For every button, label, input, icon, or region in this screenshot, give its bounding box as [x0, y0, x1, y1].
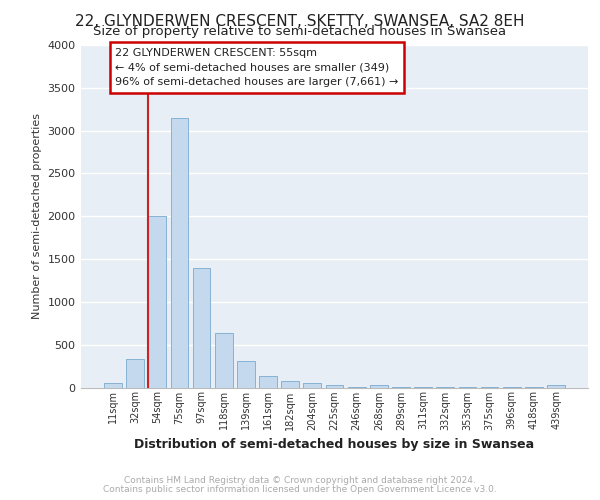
Text: Size of property relative to semi-detached houses in Swansea: Size of property relative to semi-detach…	[94, 25, 506, 38]
Bar	[547, 385, 565, 388]
Text: 22 GLYNDERWEN CRESCENT: 55sqm
← 4% of semi-detached houses are smaller (349)
96%: 22 GLYNDERWEN CRESCENT: 55sqm ← 4% of se…	[115, 48, 398, 87]
Y-axis label: Number of semi-detached properties: Number of semi-detached properties	[32, 114, 42, 320]
Bar	[348, 386, 365, 388]
Bar	[148, 216, 166, 388]
Bar	[126, 359, 144, 388]
Bar	[170, 118, 188, 388]
Text: 22, GLYNDERWEN CRESCENT, SKETTY, SWANSEA, SA2 8EH: 22, GLYNDERWEN CRESCENT, SKETTY, SWANSEA…	[75, 14, 525, 29]
X-axis label: Distribution of semi-detached houses by size in Swansea: Distribution of semi-detached houses by …	[134, 438, 535, 451]
Bar	[370, 384, 388, 388]
Bar	[237, 361, 255, 388]
Bar	[259, 376, 277, 388]
Text: Contains public sector information licensed under the Open Government Licence v3: Contains public sector information licen…	[103, 485, 497, 494]
Bar	[326, 385, 343, 388]
Bar	[193, 268, 211, 388]
Bar	[304, 383, 321, 388]
Bar	[281, 380, 299, 388]
Text: Contains HM Land Registry data © Crown copyright and database right 2024.: Contains HM Land Registry data © Crown c…	[124, 476, 476, 485]
Bar	[104, 383, 122, 388]
Bar	[215, 332, 233, 388]
